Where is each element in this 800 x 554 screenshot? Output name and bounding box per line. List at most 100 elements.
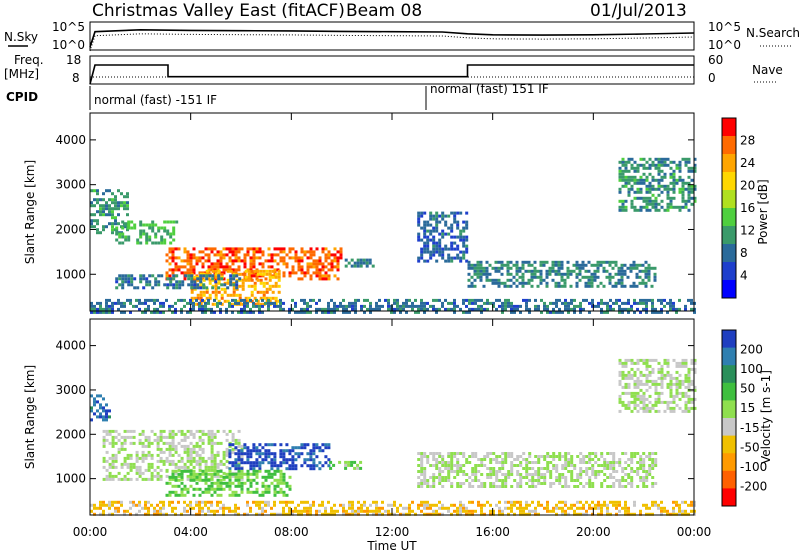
power-cell [690, 187, 694, 191]
power-cell [235, 293, 239, 297]
velocity-cell [291, 464, 295, 468]
velocity-cell [309, 452, 313, 456]
velocity-cell [222, 512, 225, 516]
power-cell [474, 298, 477, 302]
power-cell [645, 187, 649, 191]
power-cell [441, 301, 444, 305]
power-cell [344, 258, 348, 262]
power-cell [687, 169, 691, 173]
velocity-cell [234, 478, 238, 482]
power-cell [261, 298, 264, 302]
power-cell [563, 272, 567, 276]
power-cell [548, 266, 552, 270]
power-cell [644, 275, 648, 279]
power-cell [624, 160, 628, 164]
velocity-cell [261, 484, 265, 488]
velocity-cell [171, 484, 175, 488]
power-cell [111, 198, 114, 202]
power-cell [627, 193, 631, 197]
velocity-cell [534, 509, 537, 513]
power-cell [438, 244, 442, 248]
power-colorbar-tick: 24 [740, 156, 755, 170]
velocity-cell [537, 473, 541, 476]
velocity-cell [138, 465, 142, 469]
velocity-cell [279, 472, 283, 476]
power-cell [249, 247, 253, 251]
velocity-cell [261, 452, 265, 456]
velocity-cell [564, 461, 568, 464]
power-cell [300, 250, 304, 254]
power-cell [528, 298, 531, 302]
velocity-cell [618, 409, 622, 413]
power-cell [363, 304, 366, 308]
velocity-cell [105, 503, 108, 507]
velocity-cell [510, 473, 514, 476]
velocity-cell [642, 403, 646, 407]
power-cell [545, 275, 549, 279]
power-cell [105, 213, 108, 217]
power-cell [405, 310, 408, 314]
velocity-cell [459, 512, 462, 516]
velocity-cell [282, 461, 286, 465]
velocity-colorbar-label: Velocity [m s-1] [759, 370, 773, 464]
power-cell [99, 207, 102, 211]
velocity-cell [273, 452, 277, 456]
power-cell [139, 235, 143, 239]
velocity-cell [171, 432, 175, 436]
velocity-cell [480, 485, 484, 488]
velocity-cell [255, 500, 258, 504]
velocity-cell [291, 512, 294, 516]
power-cell [189, 253, 193, 257]
velocity-cell [534, 512, 537, 516]
power-cell [438, 298, 441, 302]
velocity-cell [438, 479, 442, 482]
power-cell [160, 241, 164, 245]
velocity-cell [153, 432, 157, 436]
velocity-cell [435, 461, 439, 464]
power-cell [470, 281, 474, 285]
velocity-cell [129, 429, 133, 433]
velocity-cell [678, 503, 681, 507]
power-cell [120, 204, 123, 208]
power-cell [660, 310, 663, 314]
velocity-cell [540, 473, 544, 476]
velocity-cell [624, 512, 627, 516]
power-cell [624, 169, 628, 173]
power-cell [193, 280, 197, 284]
velocity-cell [246, 446, 250, 450]
power-cell [271, 290, 275, 294]
velocity-cell [435, 452, 439, 455]
power-cell [172, 274, 176, 278]
power-cell [282, 262, 286, 266]
velocity-cell [600, 509, 603, 513]
velocity-cell [477, 479, 481, 482]
velocity-cell [189, 462, 193, 466]
velocity-cell [642, 485, 646, 488]
power-cell [651, 193, 655, 197]
power-cell [497, 260, 501, 264]
power-cell [279, 307, 282, 311]
velocity-cell [207, 438, 211, 442]
velocity-ytick-label: 4000 [55, 339, 86, 353]
velocity-cell [228, 487, 232, 491]
power-cell [621, 172, 625, 176]
velocity-cell [651, 500, 654, 504]
power-cell [572, 263, 576, 267]
velocity-cell [252, 478, 256, 482]
velocity-cell [90, 509, 93, 513]
velocity-cell [270, 475, 274, 479]
power-cell [621, 175, 625, 179]
power-cell [507, 301, 510, 305]
velocity-cell [606, 476, 610, 479]
velocity-cell [135, 503, 138, 507]
power-colorbar-segment [722, 244, 736, 263]
velocity-cell [189, 432, 193, 436]
power-cell [226, 281, 230, 285]
velocity-cell [624, 452, 628, 455]
power-cell [258, 262, 262, 266]
velocity-cell [483, 485, 487, 488]
velocity-cell [294, 446, 298, 450]
power-cell [633, 181, 637, 185]
velocity-cell [651, 458, 655, 461]
power-colorbar-segment [722, 262, 736, 281]
